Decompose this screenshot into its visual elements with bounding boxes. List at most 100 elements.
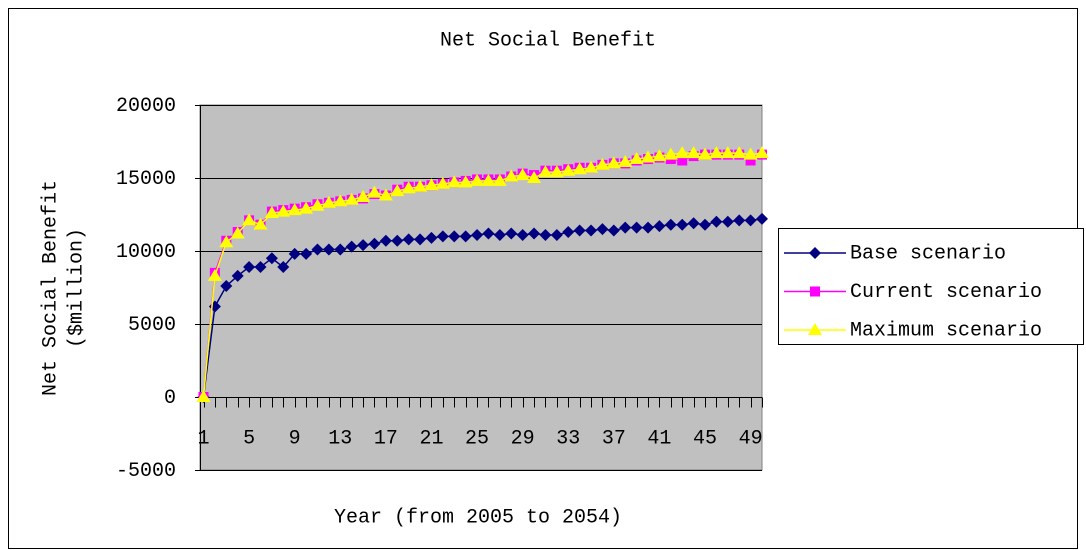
legend-label: Base scenario xyxy=(850,242,1006,265)
data-point xyxy=(470,173,485,186)
data-point xyxy=(744,214,757,227)
data-point xyxy=(539,228,552,241)
data-point xyxy=(276,204,291,217)
data-point xyxy=(732,146,747,159)
data-point xyxy=(641,150,656,163)
data-point xyxy=(459,230,472,243)
data-point xyxy=(493,228,506,241)
y-tick-label: 0 xyxy=(164,387,176,410)
data-point xyxy=(606,156,621,169)
data-point xyxy=(527,171,542,183)
data-point xyxy=(321,195,336,208)
x-tick-label: 49 xyxy=(739,427,763,450)
data-point xyxy=(687,217,700,230)
data-point xyxy=(243,261,256,274)
x-tick-label: 33 xyxy=(556,427,580,450)
data-point xyxy=(573,224,586,237)
data-point xyxy=(675,146,690,159)
data-point xyxy=(698,147,713,160)
data-point xyxy=(287,203,302,216)
data-point xyxy=(720,146,735,159)
data-point xyxy=(629,152,644,165)
data-point xyxy=(436,230,449,243)
data-point xyxy=(231,269,244,282)
data-point xyxy=(288,247,301,260)
data-point xyxy=(538,165,553,178)
data-point xyxy=(515,168,530,181)
plot-area xyxy=(199,104,763,471)
data-point xyxy=(585,224,598,237)
data-point xyxy=(677,155,688,166)
data-point xyxy=(254,261,267,274)
data-point xyxy=(619,221,632,234)
x-tick-label: 17 xyxy=(374,427,398,450)
y-tick-label: 5000 xyxy=(128,314,176,337)
data-point xyxy=(435,176,450,189)
legend-label: Current scenario xyxy=(850,281,1042,304)
legend-label: Maximum scenario xyxy=(850,319,1042,342)
data-point xyxy=(299,201,314,214)
data-point xyxy=(562,226,575,239)
data-point xyxy=(300,247,313,260)
data-point xyxy=(277,261,290,274)
data-point xyxy=(516,228,529,241)
data-point xyxy=(710,215,723,228)
y-tick-label: 10000 xyxy=(116,241,176,264)
y-tick-label: -5000 xyxy=(116,460,176,483)
legend: Base scenario Current scenario Maximum sce… xyxy=(778,228,1084,345)
data-point xyxy=(686,146,701,159)
data-point xyxy=(220,280,233,293)
data-point xyxy=(402,233,415,246)
data-point xyxy=(743,147,758,160)
data-point xyxy=(310,198,325,211)
data-point xyxy=(391,234,404,247)
y-tick-label: 20000 xyxy=(116,95,176,118)
data-point xyxy=(344,192,359,205)
x-tick-label: 45 xyxy=(693,427,717,450)
data-point xyxy=(447,175,462,188)
y-axis-title-line: Net Social Benefit xyxy=(39,180,62,396)
data-point xyxy=(230,226,245,239)
data-point xyxy=(425,231,438,244)
y-axis-title: Net Social Benefit ($million) xyxy=(39,180,88,396)
data-point xyxy=(390,184,405,197)
data-point xyxy=(471,228,484,241)
data-point xyxy=(755,146,769,159)
x-tick-label: 25 xyxy=(465,427,489,450)
data-point xyxy=(379,234,392,247)
data-point xyxy=(253,217,268,230)
x-tick-label: 13 xyxy=(328,427,352,450)
data-point xyxy=(448,230,461,243)
data-point xyxy=(207,268,222,281)
data-point xyxy=(607,224,620,237)
data-point xyxy=(265,252,278,265)
legend-box xyxy=(778,228,1084,345)
x-tick-label: 9 xyxy=(289,427,301,450)
data-point xyxy=(367,185,382,198)
x-tick-label: 21 xyxy=(419,427,443,450)
data-point xyxy=(663,147,678,160)
data-point xyxy=(345,240,358,253)
data-point xyxy=(618,154,633,167)
chart-title: Net Social Benefit xyxy=(440,29,656,52)
data-point xyxy=(549,165,564,178)
data-point xyxy=(413,179,428,192)
legend-marker xyxy=(808,323,822,335)
data-point xyxy=(595,157,610,170)
data-point xyxy=(528,227,541,240)
data-point xyxy=(721,215,734,228)
data-point xyxy=(264,206,279,219)
data-point xyxy=(196,390,211,402)
data-point xyxy=(596,223,609,236)
data-point xyxy=(745,155,756,166)
x-tick-label: 1 xyxy=(197,427,209,450)
legend-marker xyxy=(809,247,821,259)
data-point xyxy=(572,162,587,175)
x-tick-label: 41 xyxy=(647,427,671,450)
data-point xyxy=(550,228,563,241)
data-point xyxy=(652,149,667,162)
data-point xyxy=(334,243,347,256)
data-point xyxy=(481,173,496,186)
